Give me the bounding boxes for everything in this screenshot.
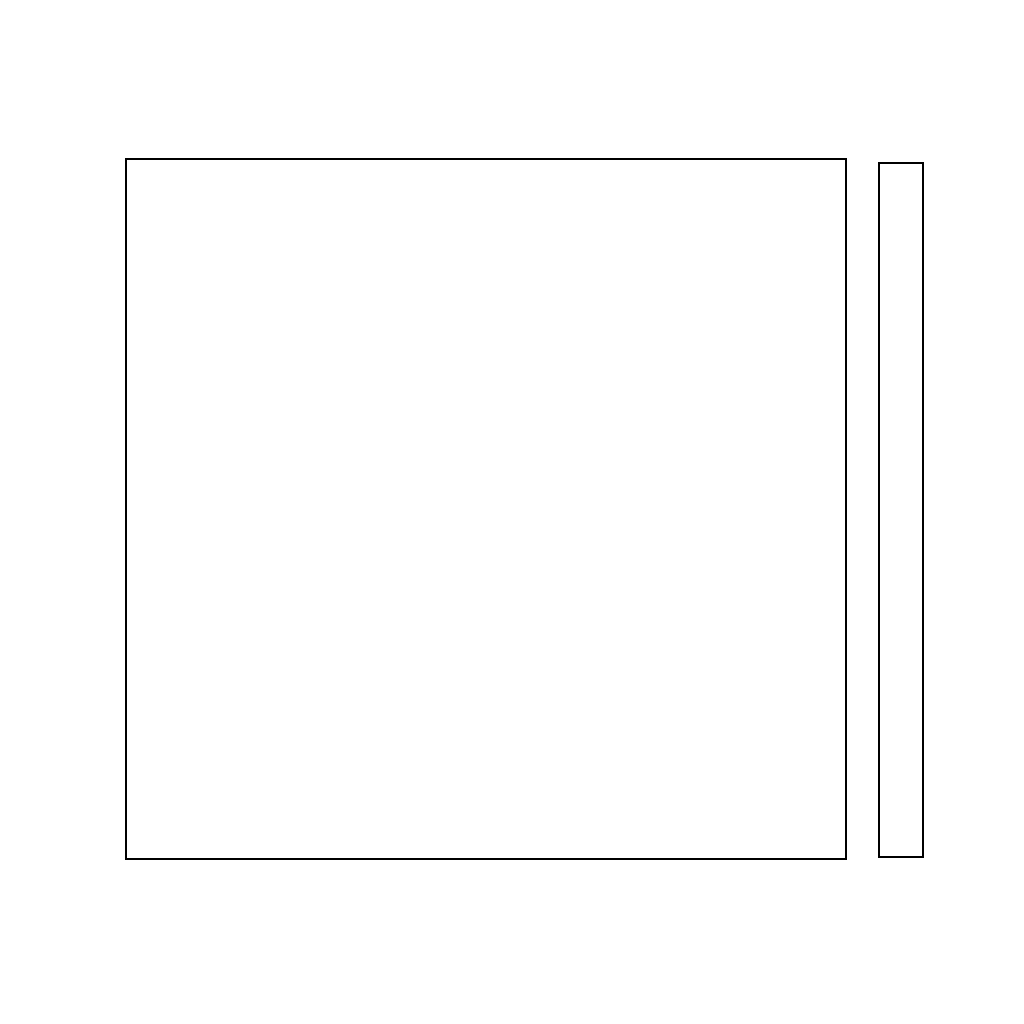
map-plot-area [125,158,847,860]
elevation-map-svg [127,160,845,858]
colorbar [878,162,924,858]
